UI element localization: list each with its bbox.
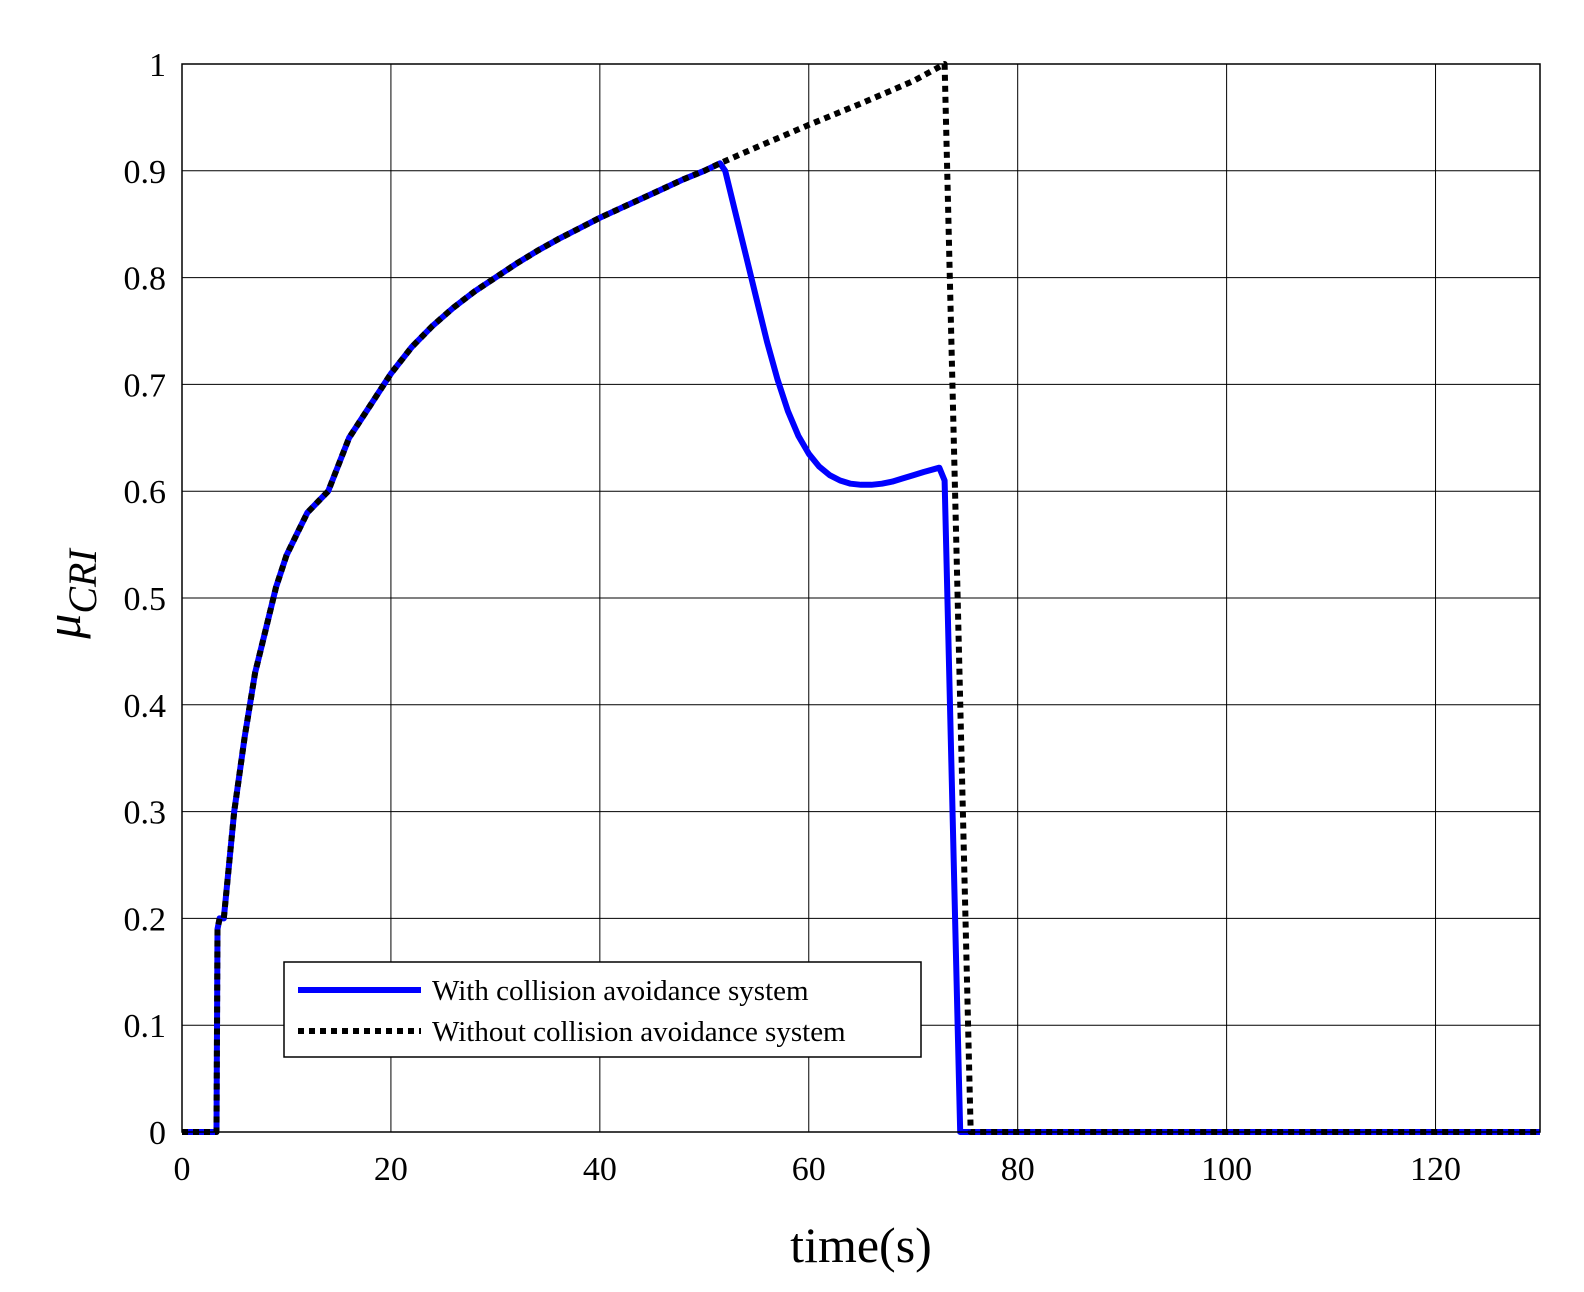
svg-text:μCRI: μCRI — [35, 548, 105, 640]
y-tick-label: 0.1 — [124, 1008, 167, 1045]
x-tick-label: 40 — [583, 1151, 617, 1188]
y-tick-label: 0.3 — [124, 795, 167, 832]
legend: With collision avoidance system Without … — [283, 961, 922, 1058]
y-axis-title-sub: CRI — [60, 548, 105, 614]
legend-label-with-cas: With collision avoidance system — [432, 975, 809, 1007]
x-tick-label: 20 — [374, 1151, 408, 1188]
legend-label-without-cas: Without collision avoidance system — [432, 1016, 846, 1048]
x-axis-ticks: 0 20 40 60 80 100 120 — [174, 1151, 1462, 1188]
x-tick-label: 60 — [792, 1151, 826, 1188]
x-axis-title: time(s) — [790, 1217, 932, 1273]
y-tick-label: 0.2 — [124, 901, 167, 938]
y-axis-title: μCRI — [35, 548, 105, 640]
y-tick-label: 0 — [149, 1115, 166, 1152]
y-axis-ticks: 0 0.1 0.2 0.3 0.4 0.5 0.6 0.7 0.8 0.9 1 — [124, 47, 167, 1152]
y-tick-label: 0.9 — [124, 154, 167, 191]
x-tick-label: 100 — [1201, 1151, 1252, 1188]
y-tick-label: 0.4 — [124, 688, 167, 725]
x-tick-label: 0 — [174, 1151, 191, 1188]
series-layer — [182, 61, 1540, 1135]
x-tick-label: 120 — [1410, 1151, 1461, 1188]
y-tick-label: 0.8 — [124, 261, 167, 298]
series-line-without-cas — [182, 61, 1540, 1135]
y-tick-label: 0.6 — [124, 474, 167, 511]
y-tick-label: 0.5 — [124, 581, 167, 618]
y-tick-label: 0.7 — [124, 367, 167, 404]
legend-box — [283, 961, 922, 1058]
y-tick-label: 1 — [149, 47, 166, 84]
x-tick-label: 80 — [1001, 1151, 1035, 1188]
y-axis-title-main: μ — [35, 614, 91, 640]
plot-frame — [181, 63, 1541, 1133]
